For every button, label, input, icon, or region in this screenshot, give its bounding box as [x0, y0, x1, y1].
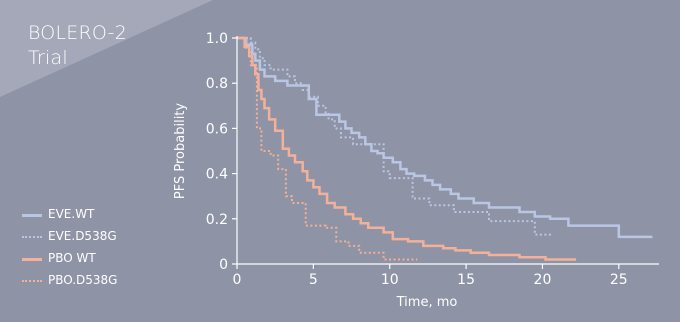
legend-swatch-pbo-d538g — [22, 280, 42, 282]
x-axis-label: Time, mo — [396, 295, 458, 310]
series-line-eve-wt — [237, 36, 653, 239]
x-tick-label: 5 — [309, 272, 318, 288]
legend-swatch-pbo-wt — [22, 258, 42, 261]
series-line-pbo-d538g — [237, 37, 418, 261]
trial-subtitle: Trial — [28, 47, 68, 69]
legend-swatch-eve-wt — [22, 214, 42, 217]
x-tick-label: 15 — [457, 272, 475, 288]
legend-swatch-eve-d538g — [22, 236, 42, 238]
x-tick-label: 10 — [381, 272, 399, 288]
legend-label-eve-wt: EVE.WT — [48, 207, 95, 221]
x-tick-label: 20 — [534, 272, 552, 288]
y-tick-label: 0.8 — [206, 76, 228, 92]
series-line-pbo-wt — [237, 36, 577, 261]
y-tick-label: 0.6 — [206, 121, 228, 137]
x-tick-label: 25 — [610, 272, 628, 288]
x-tick-label: 0 — [233, 272, 242, 288]
y-tick-label: 1.0 — [206, 31, 228, 47]
y-tick-label: 0 — [219, 257, 228, 273]
trial-name: BOLERO-2 — [28, 22, 127, 44]
series-line-eve-d538g — [237, 37, 552, 236]
legend-label-eve-d538g: EVE.D538G — [48, 229, 117, 243]
y-tick-label: 0.2 — [206, 212, 228, 228]
y-axis-label: PFS Probability — [173, 103, 188, 199]
legend-label-pbo-d538g: PBO.D538G — [48, 273, 118, 287]
legend-label-pbo-wt: PBO WT — [48, 251, 96, 265]
y-tick-label: 0.4 — [206, 167, 228, 183]
